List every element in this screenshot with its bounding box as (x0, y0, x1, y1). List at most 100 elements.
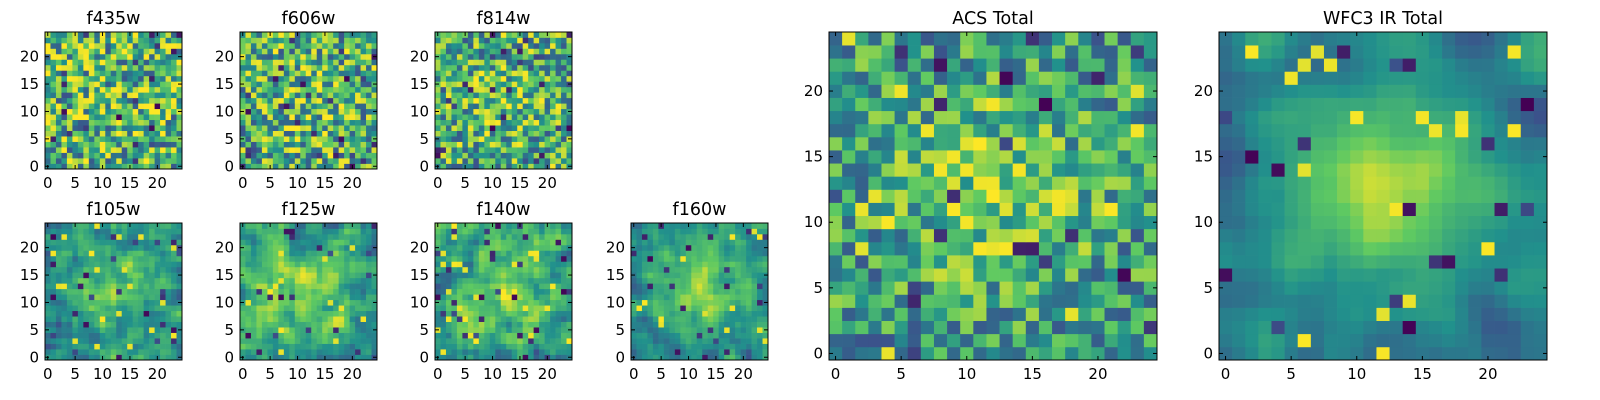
heatmap-cell (261, 147, 268, 153)
heatmap-cell (256, 277, 263, 284)
heatmap-cell (674, 239, 681, 246)
heatmap-cell (467, 64, 474, 71)
heatmap-cell (66, 310, 73, 317)
heatmap-cell (138, 48, 144, 55)
heatmap-cell (283, 349, 290, 355)
heatmap-cell (116, 244, 123, 251)
heatmap-cell (533, 261, 540, 268)
heatmap-cell (506, 233, 513, 240)
heatmap-cell (278, 299, 285, 306)
heatmap-cell (94, 97, 101, 104)
heatmap-cell (88, 288, 95, 295)
heatmap-cell (478, 152, 485, 159)
heatmap-cell (440, 250, 447, 257)
heatmap-cell (729, 299, 736, 306)
heatmap-cell (349, 59, 356, 66)
heatmap-cell (316, 354, 323, 361)
heatmap-cell (138, 163, 144, 170)
x-tick-label: 10 (288, 365, 307, 383)
heatmap-cell (456, 42, 463, 49)
heatmap-cell (250, 239, 257, 246)
heatmap-cell (99, 130, 106, 137)
heatmap-cell (176, 233, 183, 240)
heatmap-cell (77, 158, 84, 164)
heatmap-cell (478, 125, 485, 131)
heatmap-cell (99, 294, 106, 301)
heatmap-cell (99, 70, 106, 77)
heatmap-cell (50, 255, 57, 262)
heatmap-cell (999, 228, 1014, 243)
heatmap-cell (327, 299, 334, 306)
heatmap-cell (171, 338, 177, 344)
heatmap-cell (240, 119, 246, 126)
heatmap-cell (267, 152, 274, 159)
heatmap-cell (829, 346, 843, 361)
heatmap-cell (511, 141, 518, 148)
heatmap-cell (278, 75, 285, 82)
heatmap-cell (533, 294, 540, 301)
heatmap-cell (555, 103, 562, 110)
heatmap-cell (680, 228, 687, 235)
heatmap-cell (88, 48, 95, 55)
heatmap-cell (517, 42, 524, 49)
heatmap-cell (478, 86, 485, 93)
heatmap-cell (718, 272, 725, 279)
heatmap-cell (116, 228, 123, 235)
heatmap-cell (371, 288, 378, 295)
heatmap-cell (250, 163, 257, 170)
heatmap-cell (663, 283, 670, 290)
heatmap-cell (355, 42, 361, 49)
heatmap-cell (50, 239, 57, 246)
heatmap-cell (489, 228, 496, 235)
heatmap-cell (999, 241, 1014, 256)
heatmap-cell (45, 321, 51, 328)
heatmap-cell (451, 152, 458, 159)
heatmap-cell (445, 327, 452, 333)
heatmap-cell (467, 305, 474, 312)
heatmap-cell (1012, 163, 1027, 177)
heatmap-cell (462, 147, 469, 153)
heatmap-cell (762, 343, 769, 350)
heatmap-cell (88, 152, 95, 159)
heatmap-cell (707, 255, 714, 262)
heatmap-cell (669, 239, 676, 246)
heatmap-cell (305, 59, 312, 66)
heatmap-cell (283, 272, 290, 279)
heatmap-cell (66, 75, 73, 82)
heatmap-cell (669, 288, 676, 295)
heatmap-cell (132, 288, 139, 295)
heatmap-cell (143, 163, 150, 170)
heatmap-cell (355, 136, 361, 142)
heatmap-cell (245, 114, 252, 121)
heatmap-cell (868, 294, 882, 308)
heatmap-cell (165, 233, 172, 240)
heatmap-cell (522, 158, 529, 164)
heatmap-cell (256, 354, 263, 361)
heatmap-cell (294, 130, 301, 137)
heatmap-cell (83, 103, 90, 110)
heatmap-cell (735, 349, 741, 355)
heatmap-cell (440, 239, 447, 246)
heatmap-cell (555, 32, 562, 38)
heatmap-cell (691, 266, 698, 273)
heatmap-cell (240, 70, 246, 77)
heatmap-cell (1052, 189, 1066, 203)
heatmap-cell (149, 321, 155, 328)
heatmap-cell (250, 147, 257, 153)
heatmap-cell (245, 228, 252, 235)
heatmap-cell (267, 48, 274, 55)
heatmap-cell (154, 130, 161, 137)
heatmap-cell (61, 266, 68, 273)
heatmap-cell (250, 223, 257, 229)
heatmap-cell (349, 327, 356, 333)
y-tick-label: 15 (410, 266, 429, 284)
heatmap-cell (500, 349, 507, 355)
heatmap-cell (110, 136, 117, 142)
heatmap-cell (920, 333, 935, 348)
heatmap-cell (484, 283, 491, 290)
heatmap-cell (544, 136, 551, 142)
heatmap-cell (1052, 202, 1066, 217)
heatmap-cell (440, 228, 447, 235)
heatmap-cell (261, 255, 268, 262)
